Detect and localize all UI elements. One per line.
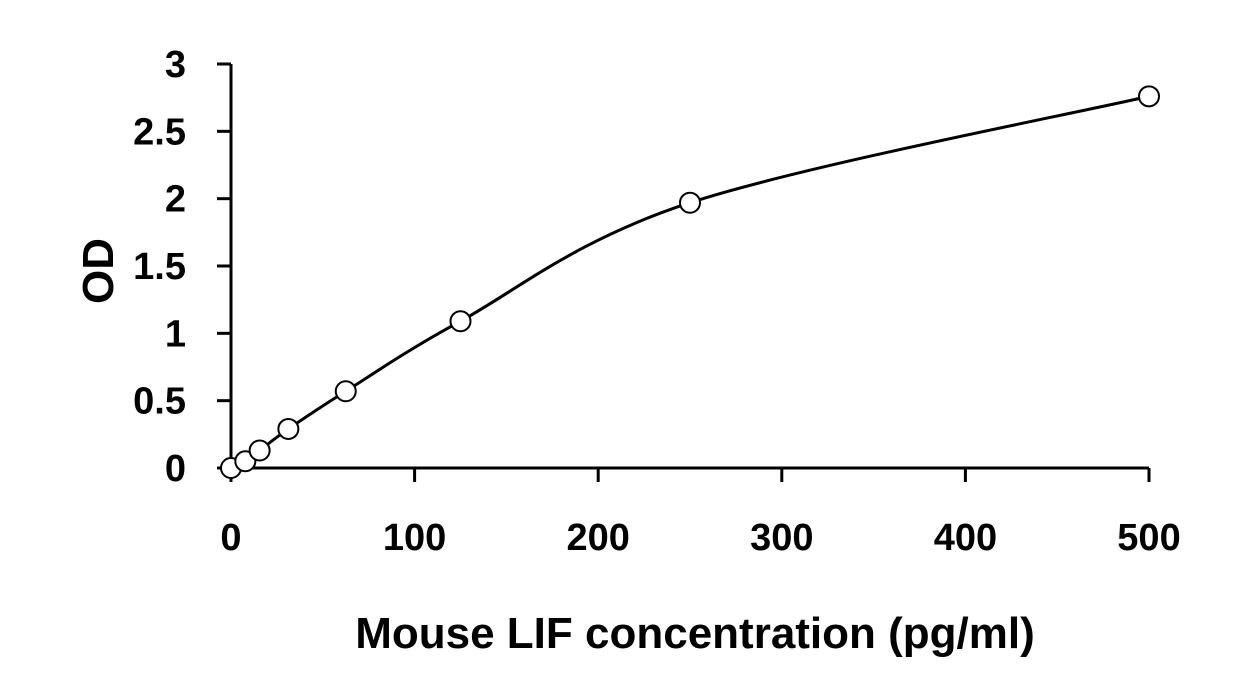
x-tick-label: 300 xyxy=(750,517,813,559)
y-tick-labels: 0 0.5 1 1.5 2 2.5 3 xyxy=(133,44,186,490)
y-axis-title: OD xyxy=(74,238,123,304)
x-tick-label: 0 xyxy=(220,517,241,559)
x-axis-ticks xyxy=(229,468,1151,482)
y-tick-label: 2 xyxy=(165,179,186,221)
y-axis-ticks xyxy=(217,62,231,470)
y-tick-label: 3 xyxy=(165,44,186,86)
data-point xyxy=(334,380,357,403)
x-tick-labels: 0 100 200 300 400 500 xyxy=(220,517,1180,559)
x-axis-title: Mouse LIF concentration (pg/ml) xyxy=(355,609,1035,658)
data-point xyxy=(1138,85,1160,108)
data-point xyxy=(248,439,271,462)
y-tick-label: 0.5 xyxy=(133,381,186,423)
y-tick-label: 1 xyxy=(165,313,186,355)
fit-curve xyxy=(230,94,1150,470)
data-points xyxy=(220,85,1160,479)
y-tick-label: 1.5 xyxy=(133,246,186,288)
x-tick-label: 400 xyxy=(934,517,997,559)
data-point xyxy=(277,417,300,440)
x-tick-label: 100 xyxy=(383,517,446,559)
data-point xyxy=(449,310,472,333)
x-tick-label: 500 xyxy=(1117,517,1180,559)
y-tick-label: 0 xyxy=(165,448,186,490)
x-tick-label: 200 xyxy=(566,517,629,559)
y-tick-label: 2.5 xyxy=(133,111,186,153)
data-point xyxy=(679,191,701,214)
